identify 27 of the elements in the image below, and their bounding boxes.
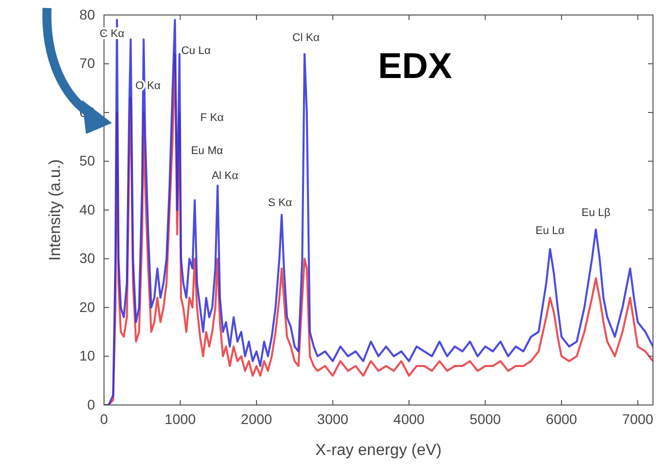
y-tick-label: 80: [79, 6, 96, 22]
y-tick-label: 40: [79, 201, 96, 218]
y-tick-label: 50: [79, 152, 96, 169]
y-tick-label: 10: [79, 348, 96, 364]
x-tick-label: 7000: [622, 410, 654, 427]
x-tick-label: 5000: [470, 410, 502, 427]
y-tick-label: 70: [79, 55, 96, 72]
y-axis-title: Intensity (a.u.): [47, 159, 64, 261]
annotation: Cu Lα: [181, 44, 212, 57]
x-tick-label: 6000: [546, 410, 578, 427]
x-tick-label: 4000: [393, 410, 425, 427]
annotation: Al Kα: [212, 170, 239, 182]
y-tick-label: 20: [79, 298, 96, 315]
x-tick-label: 0: [100, 410, 108, 427]
annotation: Cl Kα: [292, 32, 320, 44]
x-tick-label: 2000: [240, 410, 272, 427]
y-tick-label: 30: [79, 250, 96, 266]
x-axis-title: X-ray energy (eV): [315, 442, 442, 459]
annotation: EDX: [378, 45, 452, 86]
annotation: S Kα: [268, 196, 293, 209]
x-tick-label: 1000: [164, 410, 196, 427]
annotation: Eu Lα: [536, 224, 566, 237]
annotation: Eu Mα: [190, 144, 224, 157]
y-tick-label: 0: [87, 396, 96, 412]
annotation: F Kα: [200, 112, 224, 124]
x-tick-label: 3000: [317, 410, 349, 427]
annotation: Eu Lβ: [582, 206, 610, 219]
